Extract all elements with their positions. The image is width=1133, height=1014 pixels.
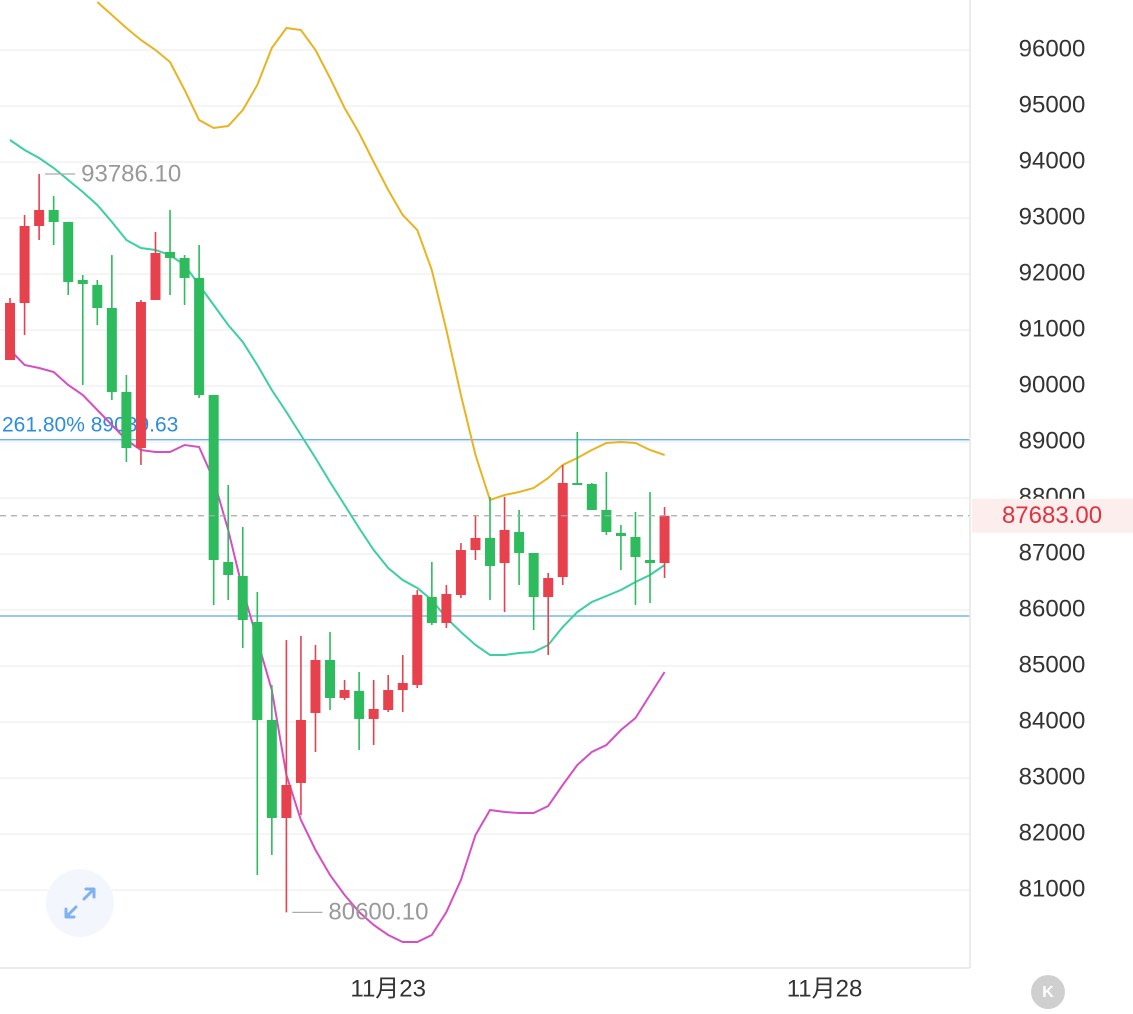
y-tick-label: 85000 (1019, 651, 1086, 678)
last-price-label: 87683.00 (1002, 502, 1102, 529)
candle-body (354, 690, 365, 719)
candle-body (325, 660, 336, 698)
x-tick-label: 11月23 (350, 975, 426, 1002)
candle-body (106, 307, 117, 392)
candle-body (223, 562, 234, 575)
candle-body (455, 550, 466, 595)
axes (0, 0, 971, 969)
candle-body (528, 552, 539, 598)
candle-body (92, 284, 103, 308)
candle-body (397, 683, 408, 691)
candle-body (441, 593, 452, 623)
candle-body (339, 690, 350, 698)
y-tick-label: 93000 (1019, 203, 1086, 230)
candle-body (572, 482, 583, 486)
expand-icon[interactable] (64, 887, 96, 919)
candle-body (499, 529, 510, 564)
candle-body (295, 719, 306, 783)
candle-body (543, 578, 554, 598)
y-tick-label: 95000 (1019, 91, 1086, 118)
grid (0, 49, 970, 891)
annotation-label: 93786.10 (81, 160, 181, 187)
candle-body (194, 277, 205, 396)
candle-body (165, 251, 176, 258)
y-tick-label: 86000 (1019, 595, 1086, 622)
candle-body (630, 536, 641, 558)
band-line (96, 1, 665, 502)
y-tick-label: 82000 (1019, 819, 1086, 846)
candle-body (121, 391, 132, 448)
candle-body (135, 302, 146, 448)
candle-body (470, 537, 481, 551)
fib-label: 261.80% 89039.63 (2, 413, 178, 436)
annotation-label: 80600.10 (328, 899, 428, 926)
plot-area: 261.80% 89039.63 93786.10 80600.10 (0, 1, 970, 943)
y-tick-label: 81000 (1019, 875, 1086, 902)
candle-body (252, 621, 263, 720)
x-tick-label: 11月28 (787, 975, 863, 1002)
candle-body (48, 209, 59, 222)
expand-bg[interactable] (46, 869, 114, 937)
y-tick-label: 92000 (1019, 259, 1086, 286)
candle-body (19, 226, 30, 304)
candle-body (383, 690, 394, 711)
y-tick-label: 96000 (1019, 35, 1086, 62)
candle-body (266, 719, 277, 818)
y-tick-label: 87000 (1019, 539, 1086, 566)
band-line (9, 139, 666, 656)
y-tick-label: 89000 (1019, 427, 1086, 454)
candle-body (281, 784, 292, 818)
y-tick-label: 90000 (1019, 371, 1086, 398)
candle-body (77, 279, 88, 285)
candle-body (310, 660, 321, 713)
candle-body (150, 253, 161, 300)
logo: K (1042, 984, 1054, 1001)
candle-body (179, 257, 190, 278)
candle-body (237, 576, 248, 621)
y-tick-label: 83000 (1019, 763, 1086, 790)
logo-bg (1031, 975, 1065, 1009)
candle-body (368, 709, 379, 719)
band-line (9, 349, 666, 943)
candle-body (615, 532, 626, 537)
candle-body (659, 515, 670, 564)
candle-body (586, 484, 597, 510)
candle-body (601, 509, 612, 532)
candle-body (412, 594, 423, 685)
candle-body (208, 395, 219, 560)
candle-body (34, 209, 45, 227)
candle-body (5, 303, 16, 361)
y-tick-label: 84000 (1019, 707, 1086, 734)
candle-body (63, 221, 74, 283)
last-price-box (972, 498, 1133, 533)
candle-body (514, 531, 525, 553)
candle-body (557, 482, 568, 578)
y-tick-label: 91000 (1019, 315, 1086, 342)
expand-button[interactable] (46, 869, 114, 937)
candle-body (645, 559, 656, 564)
candle-body (485, 537, 496, 566)
y-tick-label: 94000 (1019, 147, 1086, 174)
candle-body (426, 597, 437, 623)
